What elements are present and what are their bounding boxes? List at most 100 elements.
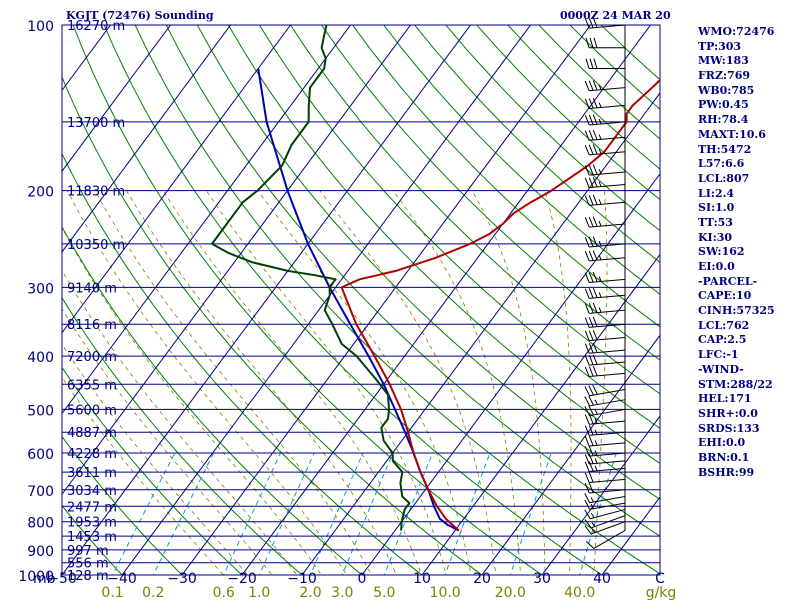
height-label: 3611 m [67, 466, 117, 481]
wind-barb [584, 445, 626, 457]
mixing-ratio-tick-label: 20.0 [495, 585, 526, 600]
stat-item: EI:0.0 [698, 260, 735, 273]
wind-barb [584, 17, 626, 29]
stat-item: SRDS:133 [698, 421, 760, 435]
moist-adiabat [67, 190, 347, 575]
stat-item: WB0:785 [698, 83, 755, 97]
isotherm [121, 25, 532, 575]
wind-barb [584, 461, 626, 473]
stat-item: PW:0.45 [698, 98, 749, 112]
isotherm [481, 334, 660, 575]
mixing-ratio-tick-label: 1.0 [248, 585, 270, 600]
isotherm [62, 25, 472, 575]
dry-adiabat [72, 25, 543, 575]
temperature-tick-label: 30 [533, 571, 551, 587]
mixing-ratio-line [383, 452, 434, 575]
temperature-tick-label: −40 [107, 571, 137, 587]
wind-barb [584, 395, 626, 407]
stat-item: -PARCEL- [698, 274, 758, 288]
wind-barb [584, 521, 626, 535]
moist-adiabat [126, 190, 397, 575]
stat-item: TH:5472 [698, 142, 752, 156]
mixing-ratio-tick-label: 2.0 [299, 585, 321, 600]
wind-barb [584, 287, 626, 299]
temperature-tick-label: 40 [593, 571, 611, 587]
mixing-ratio-line [258, 452, 315, 575]
stat-item: WMO:72476 [698, 25, 775, 38]
height-label: 2477 m [67, 500, 117, 515]
wind-barb [584, 365, 626, 378]
temperature-tick-label: −10 [287, 571, 317, 587]
wind-barb [584, 271, 626, 283]
wind-barb [584, 129, 626, 141]
stat-item: STM:288/22 [698, 377, 773, 391]
temperature-tick-label: 20 [473, 571, 491, 587]
dry-adiabat [258, 25, 660, 429]
stat-item: SI:1.0 [698, 201, 735, 215]
dry-adiabat [62, 225, 363, 575]
dry-adiabat [352, 25, 660, 328]
wind-barb [584, 425, 626, 436]
isotherm [62, 25, 232, 253]
dewpoint-trace [211, 25, 411, 531]
dry-adiabat [62, 504, 123, 575]
dry-adiabat [62, 152, 423, 575]
dry-adiabat [196, 25, 660, 500]
moist-adiabat [257, 190, 472, 575]
stat-item: MAXT:10.6 [698, 127, 766, 141]
stat-item: RH:78.4 [698, 113, 749, 127]
pressure-tick-label: 500 [27, 403, 54, 419]
height-label: 3034 m [67, 484, 117, 499]
isotherm [241, 25, 652, 575]
stat-item: LFC:-1 [698, 348, 739, 362]
wind-barb [585, 530, 626, 549]
stat-item: SHR+:0.0 [698, 406, 758, 420]
height-label: 11830 m [67, 185, 125, 200]
wind-barb [584, 164, 626, 176]
temperature-tick-label: 10 [413, 571, 431, 587]
pressure-tick-label: 400 [27, 350, 54, 366]
wind-barb [584, 482, 626, 494]
station-title: KGJT (72476) Sounding [66, 9, 214, 22]
wind-barb [584, 316, 626, 328]
wind-barb [584, 515, 626, 529]
wind-barb [584, 302, 626, 314]
height-label: 6355 m [67, 378, 117, 393]
isotherm [361, 172, 660, 575]
dry-adiabat [383, 25, 660, 295]
pressure-unit-label: mb [33, 571, 56, 587]
mixing-ratio-tick-label: 0.6 [213, 585, 235, 600]
wind-barb [585, 37, 625, 49]
stat-item: LCL:807 [698, 171, 750, 185]
moist-adiabat [94, 190, 372, 575]
pressure-tick-label: 1000 [18, 569, 54, 585]
stat-item: SW:162 [698, 245, 745, 259]
mixing-ratio-line [341, 452, 394, 575]
height-label: 9140 m [67, 281, 117, 296]
wind-barb [584, 80, 626, 92]
isotherm [62, 25, 412, 496]
moist-adiabat [62, 269, 298, 575]
wind-barb [584, 114, 626, 126]
dry-adiabat [227, 25, 660, 465]
sounding-indices-list: WMO:72476 TP:303 MW:183 FRZ:769 WB0:785 PW:0.… [698, 25, 800, 480]
wind-barb [584, 144, 626, 156]
isotherm [421, 253, 660, 575]
dry-adiabat [62, 75, 483, 575]
stat-item: CAPE:10 [698, 289, 752, 303]
height-label: 10350 m [67, 238, 125, 253]
isotherm-lines [62, 25, 660, 575]
mixing-ratio-line [309, 452, 364, 575]
temperature-trace [340, 78, 660, 532]
moist-adiabat [544, 190, 572, 575]
isotherm [62, 25, 172, 172]
isotherm [181, 25, 592, 575]
wind-barb [585, 58, 625, 70]
height-label: 16270 m [67, 19, 125, 34]
dry-adiabat [62, 366, 243, 575]
height-label: 5600 m [67, 403, 117, 418]
isotherm [301, 92, 660, 575]
stat-item: FRZ:769 [698, 69, 751, 83]
temperature-tick-label: −30 [167, 571, 197, 587]
pressure-tick-label: 900 [27, 544, 54, 560]
